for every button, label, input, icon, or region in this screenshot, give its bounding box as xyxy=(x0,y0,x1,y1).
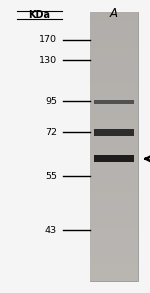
Text: 130: 130 xyxy=(39,56,57,64)
Bar xyxy=(90,12,138,21)
Bar xyxy=(90,75,138,84)
Bar xyxy=(90,93,138,102)
Bar xyxy=(90,254,138,263)
Bar xyxy=(90,110,138,120)
Bar xyxy=(90,272,138,281)
Bar xyxy=(90,263,138,272)
Bar xyxy=(90,39,138,48)
Bar xyxy=(90,21,138,30)
Bar xyxy=(94,100,134,103)
Bar xyxy=(90,137,138,146)
Bar xyxy=(90,129,138,137)
Bar xyxy=(90,183,138,191)
Text: 170: 170 xyxy=(39,35,57,44)
Bar xyxy=(90,245,138,254)
Bar xyxy=(90,200,138,209)
Text: KDa: KDa xyxy=(28,10,50,20)
Text: 95: 95 xyxy=(45,97,57,105)
Bar xyxy=(90,227,138,236)
Bar xyxy=(90,48,138,57)
Text: 55: 55 xyxy=(45,172,57,181)
Text: A: A xyxy=(110,7,118,20)
Bar xyxy=(90,30,138,39)
Bar xyxy=(90,84,138,93)
Text: 43: 43 xyxy=(45,226,57,234)
Bar xyxy=(90,12,138,281)
Bar xyxy=(90,102,138,110)
Bar xyxy=(90,66,138,75)
Bar xyxy=(90,156,138,164)
Bar xyxy=(90,209,138,218)
Bar xyxy=(90,164,138,173)
Bar xyxy=(94,129,134,136)
Bar xyxy=(90,146,138,156)
Bar xyxy=(90,57,138,66)
Bar xyxy=(90,236,138,245)
Bar xyxy=(90,173,138,183)
Text: 72: 72 xyxy=(45,128,57,137)
Bar xyxy=(90,218,138,227)
Bar xyxy=(90,191,138,200)
Bar xyxy=(90,120,138,129)
Bar xyxy=(94,155,134,162)
